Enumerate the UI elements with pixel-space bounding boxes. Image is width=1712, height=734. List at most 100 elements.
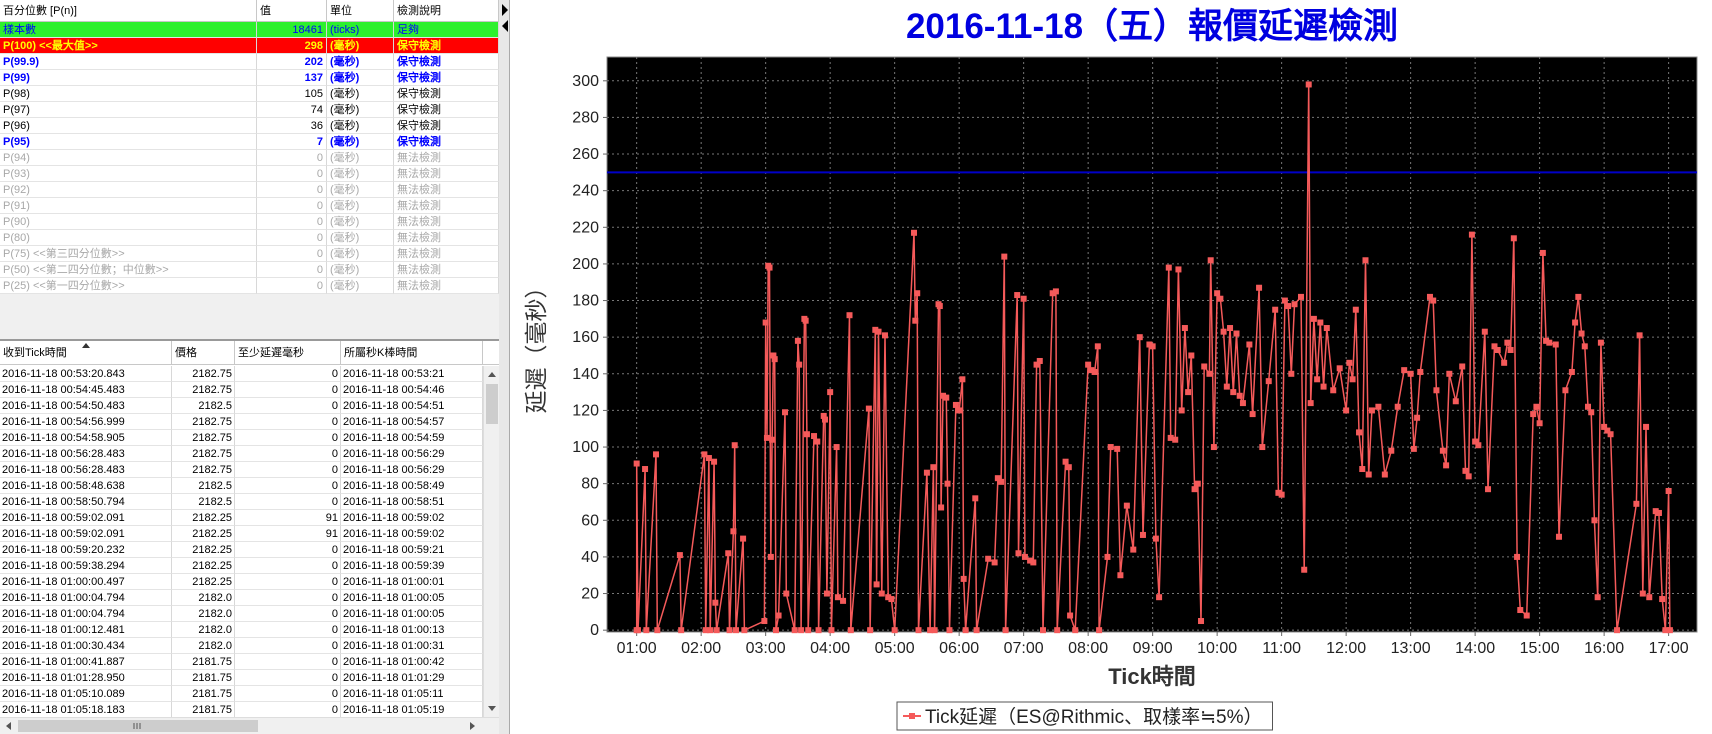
point xyxy=(1239,400,1246,407)
vertical-scrollbar[interactable] xyxy=(483,366,499,717)
y-tick-label: 260 xyxy=(572,146,599,163)
point xyxy=(1198,618,1205,625)
point xyxy=(1194,480,1201,487)
table-cell: 2016-11-18 00:54:57 xyxy=(341,414,483,430)
splitter[interactable] xyxy=(499,0,510,734)
point xyxy=(1539,249,1546,256)
point xyxy=(1096,627,1103,634)
horizontal-scrollbar[interactable] xyxy=(0,717,499,734)
column-header[interactable]: 值 xyxy=(257,0,327,22)
point xyxy=(1052,288,1059,295)
point xyxy=(772,627,779,634)
point xyxy=(642,466,649,473)
column-header[interactable]: 至少延遲毫秒 xyxy=(235,341,341,365)
point xyxy=(726,627,733,634)
point xyxy=(960,575,967,582)
table-cell: (毫秒) xyxy=(327,118,394,134)
table-cell: 2182.0 xyxy=(172,590,235,606)
table-cell: 2016-11-18 00:58:48.638 xyxy=(0,478,172,494)
point xyxy=(763,434,770,441)
x-tick-label: 09:00 xyxy=(1133,640,1173,657)
table-cell: (ticks) xyxy=(327,22,394,38)
table-cell: 2016-11-18 01:00:30.434 xyxy=(0,638,172,654)
point xyxy=(943,394,950,401)
point xyxy=(767,553,774,560)
column-header[interactable]: 檢測說明 xyxy=(394,0,499,22)
table-cell: 足夠 xyxy=(394,22,499,38)
point xyxy=(1002,627,1009,634)
table-cell: 2016-11-18 00:58:50.794 xyxy=(0,494,172,510)
point xyxy=(1246,341,1253,348)
table-cell: 0 xyxy=(235,430,341,446)
column-header[interactable]: 價格 xyxy=(172,341,235,365)
table-cell: 2182.75 xyxy=(172,382,235,398)
point xyxy=(1210,444,1217,451)
point xyxy=(732,627,739,634)
table-cell: (毫秒) xyxy=(327,102,394,118)
point xyxy=(952,401,959,408)
column-header[interactable]: 百分位數 [P(n)] xyxy=(0,0,257,22)
point xyxy=(1472,438,1479,445)
y-tick-label: 180 xyxy=(572,293,599,310)
point xyxy=(1585,403,1591,410)
x-tick-label: 05:00 xyxy=(875,640,915,657)
point xyxy=(1659,596,1666,603)
table-cell: 0 xyxy=(257,278,327,294)
table-cell: 2182.75 xyxy=(172,366,235,382)
point xyxy=(1665,487,1672,494)
point xyxy=(888,596,895,603)
table-cell: P(95) xyxy=(0,134,257,150)
point xyxy=(878,590,885,597)
point xyxy=(1288,370,1295,377)
point xyxy=(1504,339,1511,346)
point xyxy=(1523,612,1530,619)
point xyxy=(1188,352,1195,359)
table-cell: 7 xyxy=(257,134,327,150)
point xyxy=(1633,500,1640,507)
table-cell: 2016-11-18 00:53:21 xyxy=(341,366,483,382)
table-cell: 0 xyxy=(235,702,341,718)
table-cell: 2016-11-18 01:00:01 xyxy=(341,574,483,590)
point xyxy=(811,433,818,440)
table-cell: 2016-11-18 01:00:04.794 xyxy=(0,590,172,606)
point xyxy=(1410,445,1417,452)
y-tick-label: 300 xyxy=(572,73,599,90)
table-cell: 無法檢測 xyxy=(394,214,499,230)
table-cell: 無法檢測 xyxy=(394,166,499,182)
table-cell: 保守檢測 xyxy=(394,134,499,150)
point xyxy=(912,317,919,324)
point xyxy=(701,451,708,458)
percentile-table: 百分位數 [P(n)] 值單位 檢測說明 樣本數 18461 (ticks) 足夠 P(100… xyxy=(0,0,499,341)
y-tick-label: 80 xyxy=(581,476,599,493)
point xyxy=(1256,284,1263,291)
table-cell: 無法檢測 xyxy=(394,182,499,198)
sort-indicator xyxy=(82,343,90,348)
table-cell: 2182.0 xyxy=(172,622,235,638)
point xyxy=(761,618,768,625)
table-cell: 0 xyxy=(257,214,327,230)
point xyxy=(1575,293,1582,300)
table-cell: 2182.5 xyxy=(172,398,235,414)
point xyxy=(1030,559,1037,566)
point xyxy=(731,442,738,449)
point xyxy=(1136,334,1143,341)
point xyxy=(1285,303,1292,310)
point xyxy=(875,328,882,335)
table-cell: P(25) <<第一四分位數>> xyxy=(0,278,257,294)
table-cell: 2016-11-18 00:59:20.232 xyxy=(0,542,172,558)
point xyxy=(923,469,930,476)
point xyxy=(1572,319,1579,326)
point xyxy=(872,326,879,333)
table-cell: 無法檢測 xyxy=(394,246,499,262)
point xyxy=(1430,297,1437,304)
column-header[interactable]: 單位 xyxy=(327,0,394,22)
table-cell: 2182.25 xyxy=(172,510,235,526)
y-tick-label: 120 xyxy=(572,402,599,419)
point xyxy=(972,495,979,502)
point xyxy=(1562,387,1569,394)
column-header[interactable]: 所屬秒K棒時間 xyxy=(341,341,483,365)
point xyxy=(1040,627,1046,634)
point xyxy=(1491,343,1498,350)
point xyxy=(1639,590,1646,597)
